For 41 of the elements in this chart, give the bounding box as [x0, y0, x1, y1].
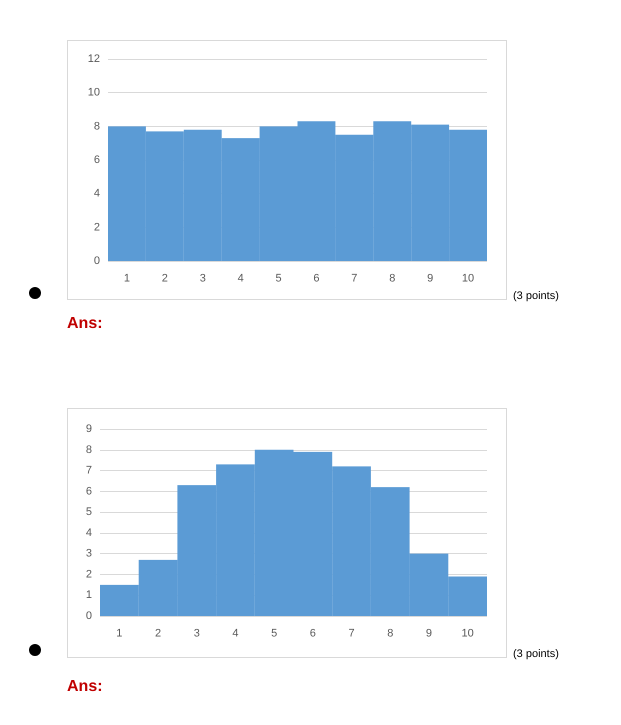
text: (3 points): [513, 290, 559, 302]
x-tick-label: 10: [462, 628, 474, 640]
x-tick-label: 7: [351, 272, 358, 284]
y-tick-label: 0: [86, 610, 92, 622]
y-tick-label: 1: [86, 589, 92, 602]
x-tick-label: 8: [389, 272, 396, 284]
x-tick-label: 4: [238, 272, 244, 284]
x-tick-label: 5: [271, 628, 278, 640]
text: Ans:: [67, 315, 103, 333]
text: Ans:: [67, 678, 103, 696]
y-tick-label: 8: [86, 444, 92, 456]
y-tick-label: 0: [94, 255, 100, 267]
y-tick-label: 5: [86, 506, 92, 518]
y-tick-label: 6: [94, 154, 100, 166]
y-tick-label: 8: [94, 120, 100, 132]
x-tick-label: 10: [462, 272, 474, 284]
x-tick-label: 2: [154, 628, 162, 640]
x-tick-label: 3: [200, 272, 206, 284]
x-tick-label: 8: [387, 628, 394, 640]
x-tick-label: 3: [194, 628, 200, 640]
y-tick-label: 12: [88, 53, 100, 65]
x-tick-label: 1: [116, 628, 122, 640]
x-tick-label: 6: [310, 628, 316, 640]
y-tick-label: 6: [86, 485, 92, 498]
y-tick-label: 3: [86, 548, 92, 560]
x-tick-label: 5: [275, 272, 282, 284]
y-tick-label: 10: [88, 86, 100, 99]
x-tick-label: 9: [426, 628, 432, 640]
x-tick-label: 1: [124, 272, 130, 284]
y-tick-label: 9: [86, 423, 92, 435]
y-tick-label: 7: [86, 464, 92, 477]
x-tick-label: 4: [232, 628, 239, 640]
x-tick-label: 6: [313, 272, 320, 284]
y-tick-label: 4: [86, 526, 92, 539]
x-tick-label: 2: [162, 272, 168, 284]
y-tick-label: 2: [94, 221, 100, 234]
y-tick-label: 4: [94, 188, 100, 200]
x-tick-label: 9: [427, 272, 434, 284]
x-tick-label: 7: [348, 628, 355, 640]
text: (3 points): [513, 648, 559, 660]
y-tick-label: 2: [86, 568, 92, 580]
